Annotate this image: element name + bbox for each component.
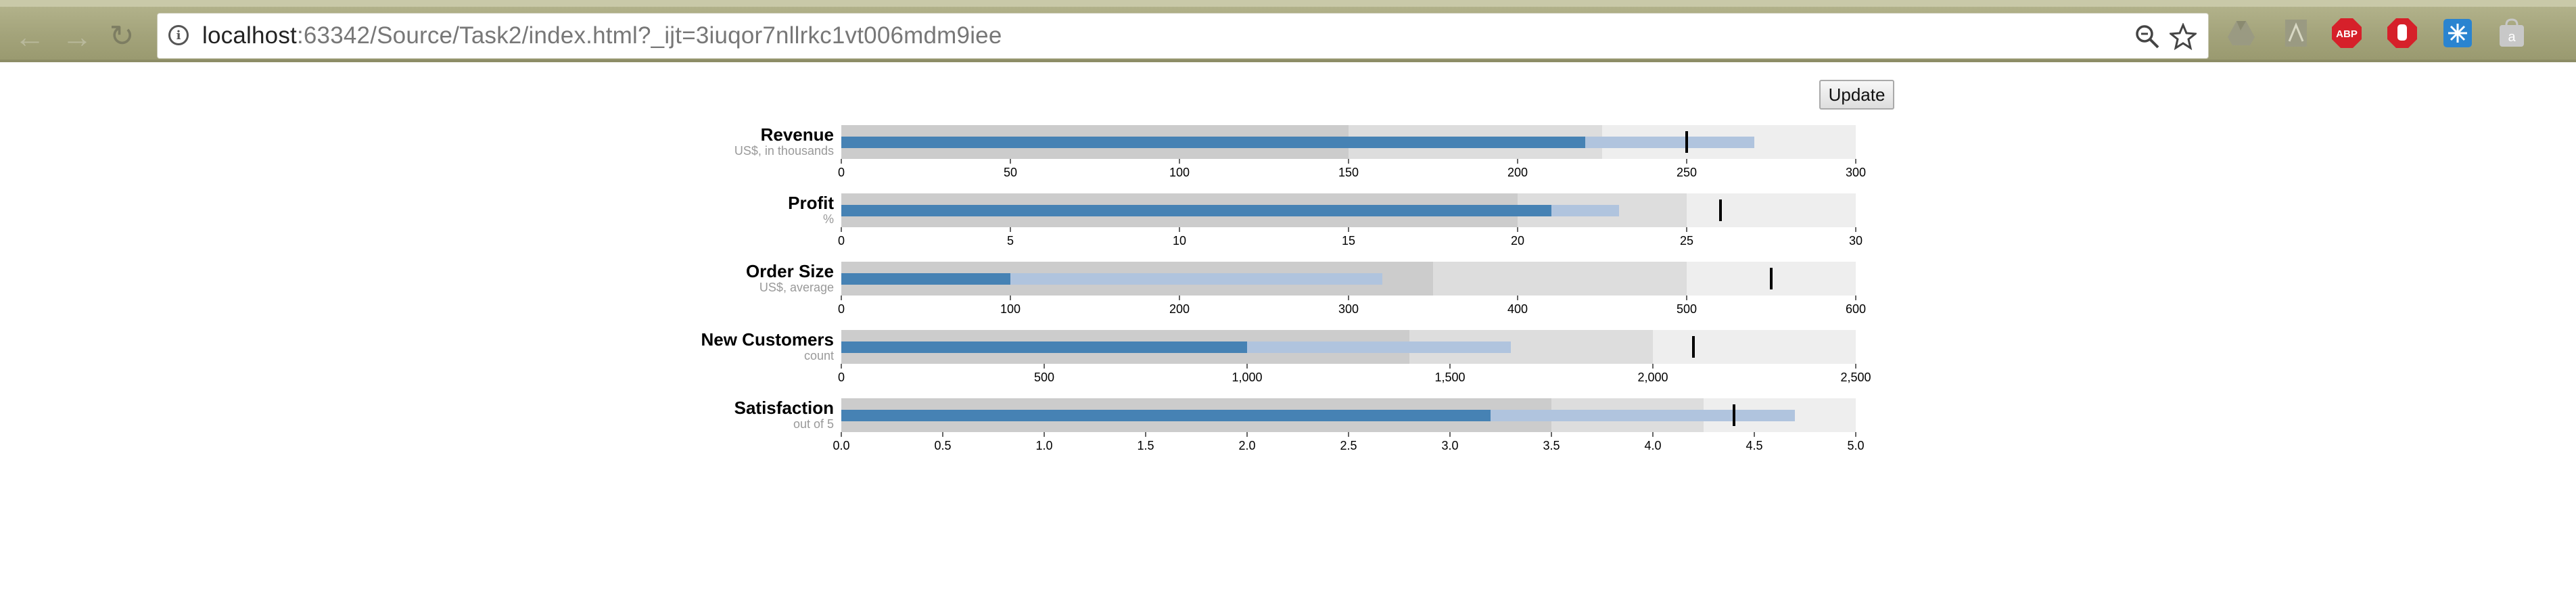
tick-label: 20 <box>1511 234 1524 247</box>
tick-label: 1,000 <box>1232 371 1262 384</box>
tick-label: 30 <box>1849 234 1863 247</box>
tick-label: 0 <box>838 302 845 316</box>
tick-label: 50 <box>1004 166 1017 179</box>
bullet-subtitle: count <box>804 349 834 362</box>
forward-arrow-icon[interactable]: → <box>62 19 93 54</box>
measure-bar <box>841 273 1010 285</box>
adblock-plus-icon[interactable]: ABP <box>2331 18 2362 49</box>
a-extension-icon[interactable]: a <box>2496 18 2527 49</box>
tick-label: 1.0 <box>1035 439 1052 452</box>
bullet-title: Profit <box>788 193 834 213</box>
tick-label: 5 <box>1007 234 1014 247</box>
tick-label: 3.5 <box>1543 439 1560 452</box>
url-path: :63342/Source/Task2/index.html?_ijt=3iuq… <box>296 22 1002 49</box>
hand-stop-icon[interactable] <box>2387 18 2418 49</box>
tick-label: 4.5 <box>1746 439 1762 452</box>
tick-label: 600 <box>1846 302 1866 316</box>
back-arrow-icon[interactable]: ← <box>14 19 45 54</box>
tick-label: 400 <box>1507 302 1528 316</box>
tick-label: 100 <box>1000 302 1021 316</box>
zoom-icon[interactable] <box>2132 22 2162 51</box>
tick-label: 2.5 <box>1340 439 1357 452</box>
tick-label: 300 <box>1846 166 1866 179</box>
bullet-title: Revenue <box>761 124 834 145</box>
bullet-title: New Customers <box>701 329 835 350</box>
tick-label: 0.5 <box>934 439 951 452</box>
address-bar[interactable]: i localhost:63342/Source/Task2/index.htm… <box>157 13 2209 59</box>
tick-label: 2,000 <box>1637 371 1668 384</box>
tick-label: 0 <box>838 166 845 179</box>
tick-label: 150 <box>1338 166 1359 179</box>
bullet-row: 0 5 10 15 20 25 30 Profit% <box>788 193 1863 247</box>
tick-label: 200 <box>1169 302 1190 316</box>
bullet-row: 0 500 1,000 1,500 2,000 2,500 New Customerscou… <box>701 329 1871 384</box>
bullet-title: Satisfaction <box>734 398 834 418</box>
bullet-title: Order Size <box>746 261 834 281</box>
tick-label: 500 <box>1677 302 1697 316</box>
info-icon[interactable]: i <box>168 25 189 45</box>
tick-label: 2.0 <box>1238 439 1255 452</box>
tick-label: 25 <box>1680 234 1693 247</box>
drive-icon[interactable] <box>2226 18 2257 49</box>
bullet-subtitle: out of 5 <box>793 417 834 431</box>
tick-label: 1.5 <box>1137 439 1154 452</box>
tick-label: 0 <box>838 234 845 247</box>
bullet-subtitle: % <box>823 212 834 226</box>
tab-strip <box>0 0 2576 7</box>
url-text[interactable]: localhost:63342/Source/Task2/index.html?… <box>202 22 1002 49</box>
measure-bar <box>841 341 1247 353</box>
reload-icon[interactable]: ↻ <box>109 20 135 53</box>
bullet-subtitle: US$, in thousands <box>734 144 834 158</box>
star-icon[interactable] <box>2168 22 2198 51</box>
tick-label: 0.0 <box>833 439 849 452</box>
update-button[interactable]: Update <box>1819 80 1894 110</box>
url-host: localhost <box>202 22 297 49</box>
browser-toolbar: ← → ↻ i localhost:63342/Source/Task2/ind… <box>0 0 2576 62</box>
tick-label: 300 <box>1338 302 1359 316</box>
tick-label: 1,500 <box>1434 371 1465 384</box>
pdf-icon[interactable] <box>2280 18 2312 49</box>
bullet-subtitle: US$, average <box>759 281 834 294</box>
tick-label: 250 <box>1677 166 1697 179</box>
tick-label: 2,500 <box>1840 371 1871 384</box>
a-extension-label: a <box>2508 30 2516 45</box>
tick-label: 4.0 <box>1644 439 1661 452</box>
measure-bar <box>841 410 1491 421</box>
tick-label: 3.0 <box>1441 439 1458 452</box>
tick-label: 100 <box>1169 166 1190 179</box>
measure-bar <box>841 137 1585 148</box>
snowflake-icon[interactable] <box>2442 18 2473 49</box>
tick-label: 10 <box>1173 234 1186 247</box>
measure-bar <box>841 205 1551 216</box>
adblock-plus-label: ABP <box>2336 28 2358 40</box>
bullet-row: 0.0 0.5 1.0 1.5 2.0 2.5 3.0 3.5 4.0 4.5 5.0 Satisfa… <box>734 398 1865 452</box>
tick-label: 500 <box>1034 371 1054 384</box>
tick-label: 200 <box>1507 166 1528 179</box>
tick-label: 15 <box>1342 234 1355 247</box>
tick-label: 5.0 <box>1847 439 1864 452</box>
tick-label: 0 <box>838 371 845 384</box>
